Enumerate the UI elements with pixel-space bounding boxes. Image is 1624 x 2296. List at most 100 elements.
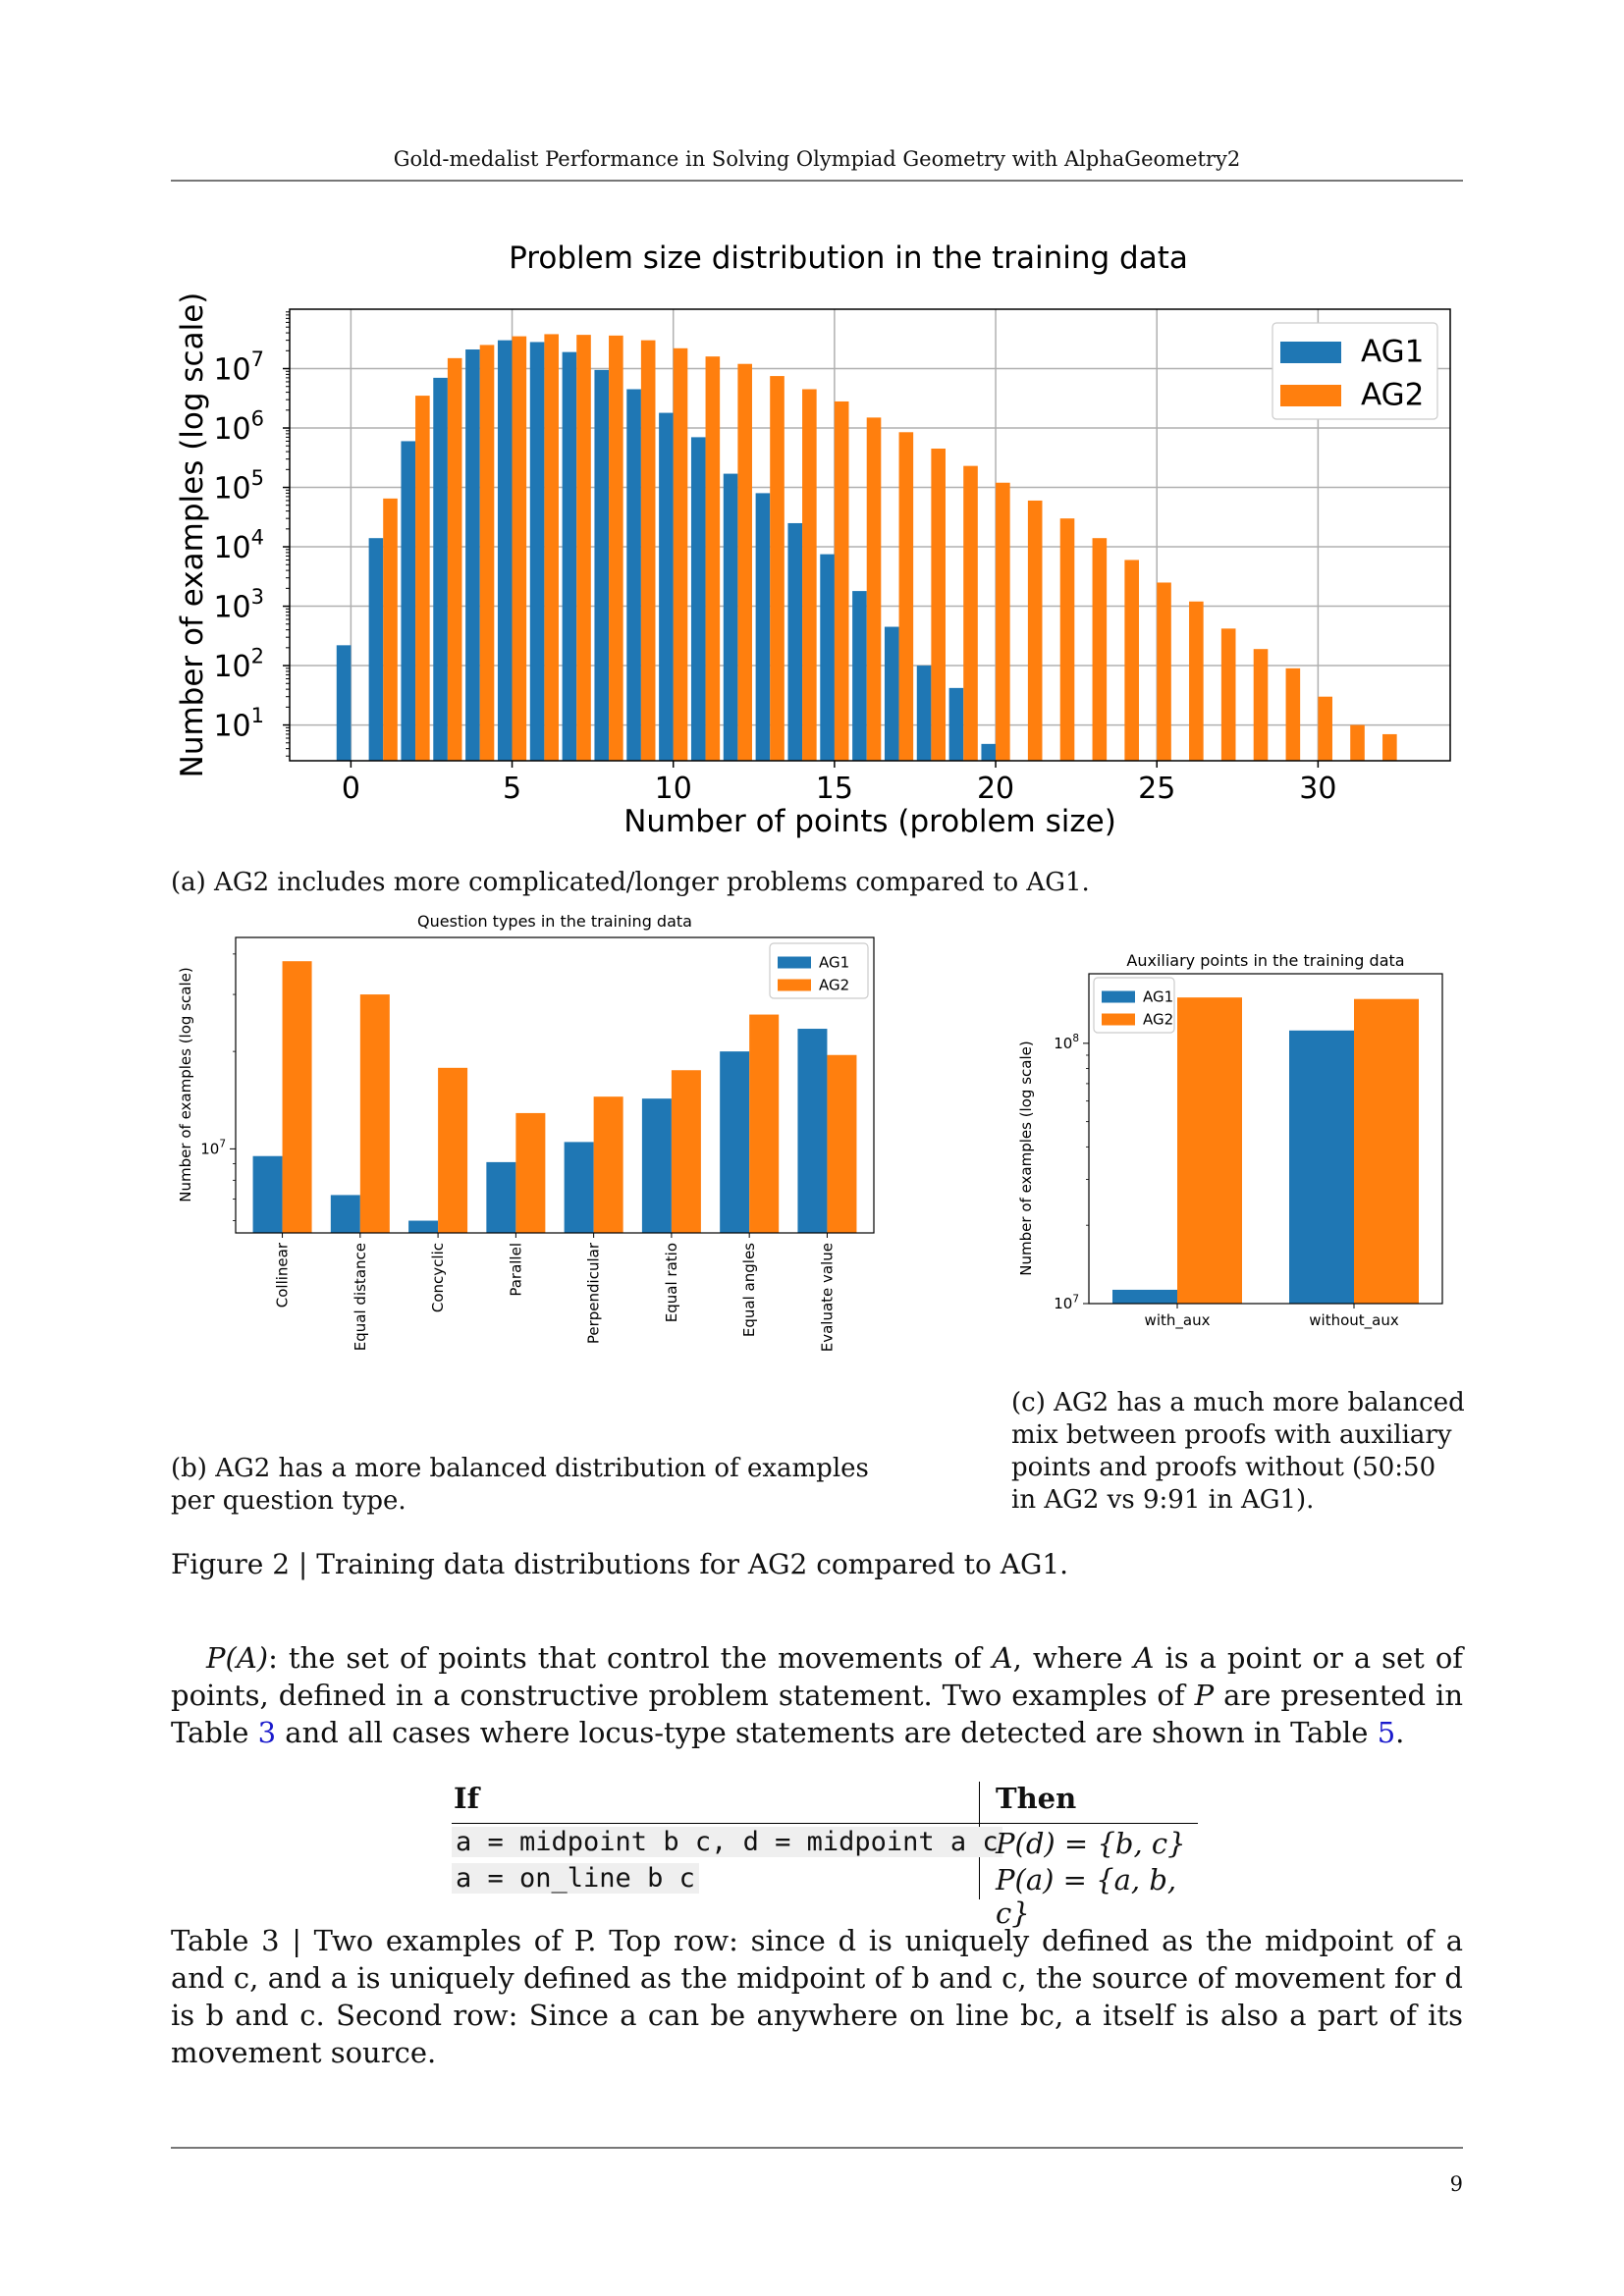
chart-a-bar-ag2 [705,356,721,761]
chart-a-bar-ag1 [529,342,545,761]
running-header: Gold-medalist Performance in Solving Oly… [393,147,1241,171]
chart-a-bar-ag1 [820,554,835,761]
chart-a-bar-ag2 [1253,649,1269,761]
chart-b-bar-ag1 [720,1051,750,1233]
chart-a-ylabel: Number of examples (log scale) [175,293,210,778]
chart-a-ytick-label: 102 [213,645,264,685]
chart-a-bar-ag1 [336,645,352,761]
chart-b-ytick-label: 107 [200,1139,226,1158]
chart-b-bar-ag1 [564,1142,594,1233]
chart-a-bar-ag2 [479,345,495,761]
chart-a-bar-ag2 [383,498,398,761]
legend-label: AG2 [1361,378,1424,413]
chart-b-frame [235,936,875,1234]
chart-b-bar-ag2 [827,1054,857,1233]
table-ref-link[interactable]: 5 [1377,1716,1396,1749]
math-p-arg: (A) [225,1641,269,1675]
chart-a-bar-ag1 [626,389,641,761]
chart-a-bar-ag2 [609,335,623,761]
chart-a-frame [289,308,1451,762]
chart-b-bar-ag2 [593,1096,623,1233]
chart-a-bar-ag2 [1220,628,1236,761]
chart-b-bar-ag1 [797,1029,828,1233]
math-p: P [1194,1679,1215,1712]
math-a: A [992,1641,1013,1675]
table-3: If Then a = midpoint b c, d = midpoint a… [452,1782,1198,1930]
chart-a-bar-ag1 [401,441,416,761]
chart-c-frame [1088,973,1443,1305]
legend-label: AG2 [819,977,849,994]
chart-b-bar-ag1 [252,1155,283,1233]
chart-a-bar-ag2 [898,432,914,761]
table-header-if: If [454,1782,480,1815]
chart-a-bar-ag2 [673,347,688,761]
chart-a-bar-ag1 [948,687,964,761]
chart-a-bar-ag1 [433,377,448,761]
para-text: . [1395,1716,1405,1749]
chart-b-bar-ag2 [671,1070,701,1233]
chart-b-bar-ag2 [438,1067,468,1233]
table-row-then: P(d) = {b, c} [996,1827,1186,1860]
chart-a-ytick-label: 103 [213,585,264,625]
chart-a-title: Problem size distribution in the trainin… [509,240,1188,276]
chart-a-ytick-label: 107 [213,347,264,388]
chart-b-bar-ag1 [408,1220,439,1233]
subcaption-b: (b) AG2 has a more balanced distribution… [171,1454,869,1516]
chart-a-bar-ag1 [690,437,706,761]
chart-a-bar-ag1 [755,493,771,761]
chart-a-bar-ag1 [497,340,513,761]
para-text: : the set of points that control the mov… [268,1641,993,1675]
table-header-then: Then [996,1782,1077,1815]
table-rule [452,1823,1198,1824]
chart-a-bar-ag1 [916,666,932,761]
chart-a-bar-ag2 [544,334,559,761]
chart-a-ytick-label: 105 [213,466,264,507]
chart-a-bar-ag2 [737,363,752,761]
chart-c-bar-ag1 [1112,1289,1177,1304]
chart-a-bar-ag2 [866,417,882,761]
chart-b-xtick-label: Parallel [507,1243,524,1297]
chart-auxiliary-points: Auxiliary points in the training data wi… [1017,951,1443,1330]
chart-a-bar-ag2 [1285,667,1301,761]
chart-c-bar-ag1 [1289,1030,1354,1304]
legend-swatch [778,956,811,969]
chart-a-bar-ag2 [963,465,978,761]
header-rule [171,180,1463,182]
chart-c-title: Auxiliary points in the training data [1126,951,1404,970]
chart-a-bar-ag2 [512,336,527,761]
chart-b-xtick-label: Equal distance [352,1243,369,1351]
chart-c-ylabel: Number of examples (log scale) [1017,1041,1035,1275]
chart-a-xtick-label: 30 [1299,772,1336,806]
table-row-if: a = midpoint b c, d = midpoint a c [452,1827,1002,1857]
legend-label: AG2 [1143,1011,1173,1029]
chart-question-types: Question types in the training data Coll… [177,912,875,1352]
legend-swatch [1280,342,1341,363]
chart-a-bar-ag2 [1092,538,1108,761]
chart-a-xtick-label: 25 [1138,772,1175,806]
chart-b-xtick-label: Equal angles [740,1243,758,1337]
chart-a-ytick-label: 106 [213,407,264,448]
table-ref-link[interactable]: 3 [257,1716,277,1749]
chart-a-bar-ag2 [834,400,849,761]
math-p: P [206,1641,226,1675]
chart-c-bar-ag2 [1177,997,1242,1304]
chart-a-bar-ag2 [415,396,430,761]
chart-a-xtick-label: 0 [342,772,360,806]
chart-a-bar-ag2 [996,482,1010,761]
chart-b-xtick-label: Concyclic [429,1243,447,1312]
table-row-if: a = on_line b c [452,1863,699,1894]
chart-b-bar-ag2 [515,1112,546,1233]
chart-a-bar-ag2 [802,389,817,761]
chart-a-bar-ag2 [1189,601,1204,761]
chart-b-xtick-label: Collinear [274,1242,292,1308]
chart-b-bar-ag2 [282,961,312,1233]
legend-label: AG1 [1361,335,1424,370]
chart-a-xtick-label: 15 [816,772,853,806]
body-paragraph: P(A): the set of points that control the… [171,1639,1463,1751]
chart-a-bar-ag1 [852,591,867,761]
chart-a-xtick-label: 5 [503,772,521,806]
chart-a-bar-ag1 [787,522,803,761]
chart-a-bar-ag1 [981,743,997,761]
chart-b-bar-ag1 [330,1195,360,1233]
